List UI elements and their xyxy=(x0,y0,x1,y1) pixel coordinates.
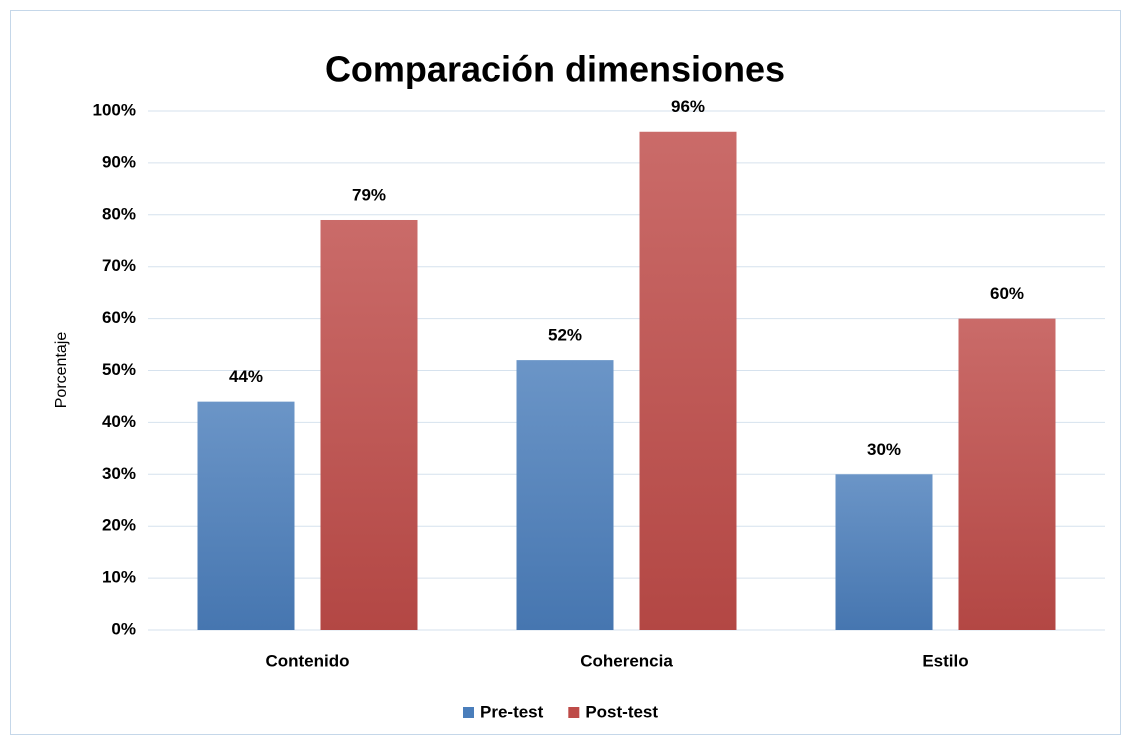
data-label: 79% xyxy=(352,185,386,204)
bar xyxy=(516,360,614,630)
data-label: 30% xyxy=(867,440,901,459)
legend-swatch xyxy=(568,707,580,718)
bar xyxy=(958,318,1056,630)
data-label: 60% xyxy=(990,284,1024,303)
y-tick-label: 80% xyxy=(102,204,136,223)
bar xyxy=(835,474,933,630)
bar xyxy=(320,219,418,631)
legend-swatch xyxy=(463,707,474,718)
legend-label: Post-test xyxy=(585,702,658,721)
y-tick-label: 50% xyxy=(102,360,136,379)
x-tick-label: Estilo xyxy=(922,651,968,670)
data-label: 44% xyxy=(229,367,263,386)
y-tick-label: 60% xyxy=(102,308,136,327)
y-tick-label: 40% xyxy=(102,412,136,431)
bar xyxy=(197,401,295,630)
chart-title: Comparación dimensiones xyxy=(325,49,785,90)
y-tick-label: 70% xyxy=(102,256,136,275)
y-tick-label: 0% xyxy=(111,619,136,638)
data-label: 96% xyxy=(671,97,705,116)
y-tick-label: 10% xyxy=(102,568,136,587)
x-tick-label: Coherencia xyxy=(580,651,673,670)
data-label: 52% xyxy=(548,326,582,345)
y-tick-label: 30% xyxy=(102,464,136,483)
y-tick-label: 100% xyxy=(93,100,136,119)
y-tick-label: 90% xyxy=(102,152,136,171)
y-tick-label: 20% xyxy=(102,516,136,535)
x-tick-label: Contenido xyxy=(265,651,349,670)
bar xyxy=(639,131,737,630)
legend-label: Pre-test xyxy=(480,702,544,721)
y-axis-label: Porcentaje xyxy=(53,332,70,409)
